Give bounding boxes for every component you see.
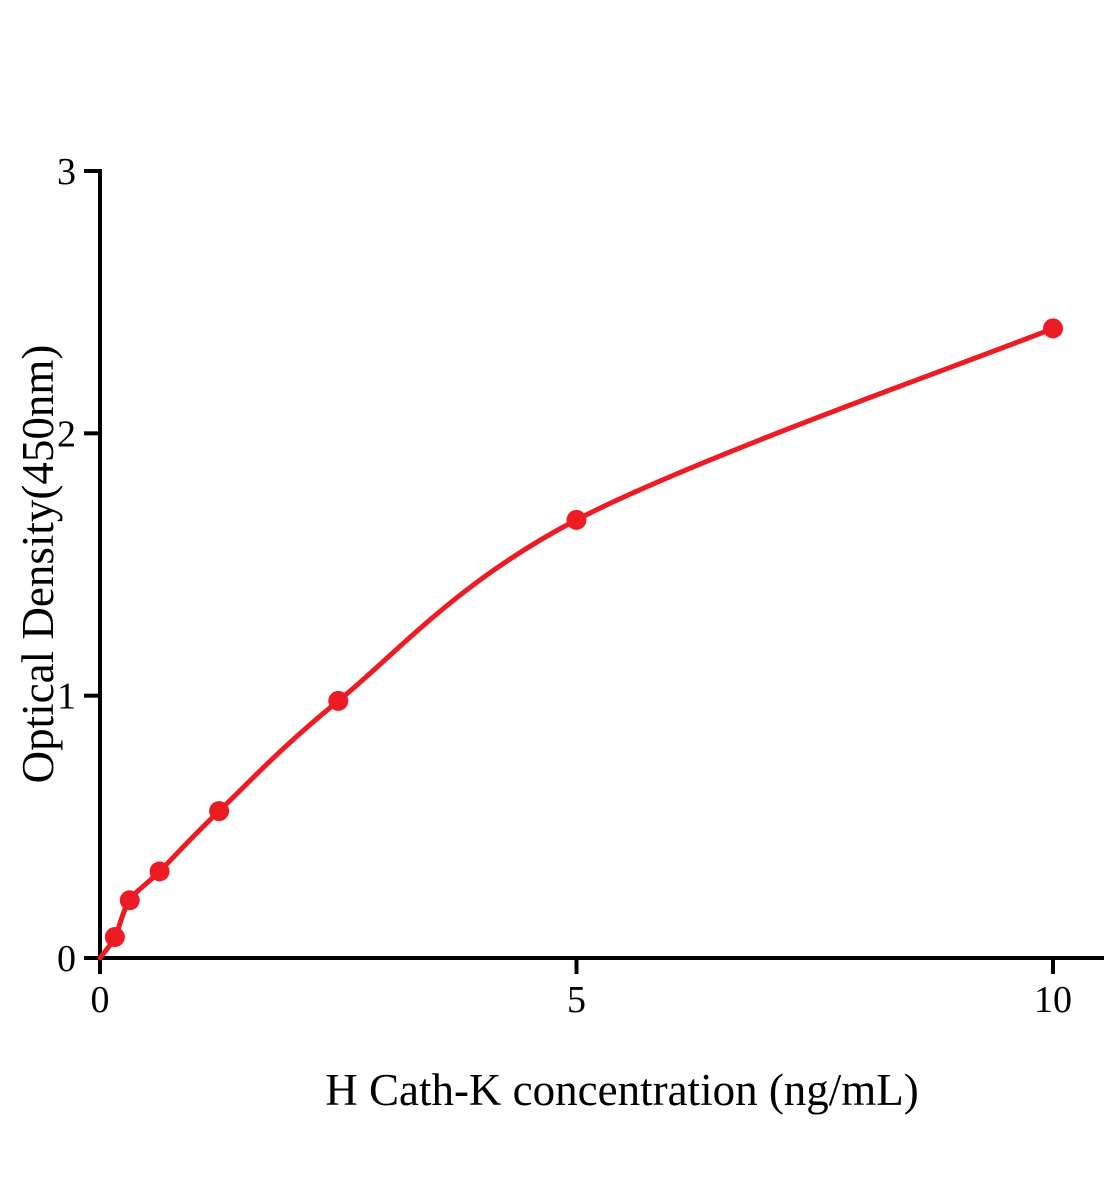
data-point: [1043, 318, 1063, 339]
y-axis-tick-label: 3: [57, 151, 76, 193]
fit-curve: [97, 325, 1056, 961]
data-point: [328, 690, 349, 711]
y-axis-title: Optical Density(450nm): [13, 344, 63, 784]
data-point: [149, 861, 170, 882]
y-axis-tick-label: 2: [57, 413, 76, 455]
x-axis-tick-label: 5: [567, 979, 586, 1021]
data-point: [104, 927, 125, 948]
data-point: [119, 890, 140, 911]
x-axis-tick-label: 10: [1034, 979, 1072, 1021]
x-axis-title: H Cath-K concentration (ng/mL): [325, 1065, 919, 1115]
y-axis-tick-label: 1: [57, 676, 76, 718]
y-axis-tick-label: 0: [57, 938, 76, 980]
data-point: [566, 509, 587, 530]
data-point: [209, 801, 230, 822]
x-axis-tick-label: 0: [91, 979, 110, 1021]
